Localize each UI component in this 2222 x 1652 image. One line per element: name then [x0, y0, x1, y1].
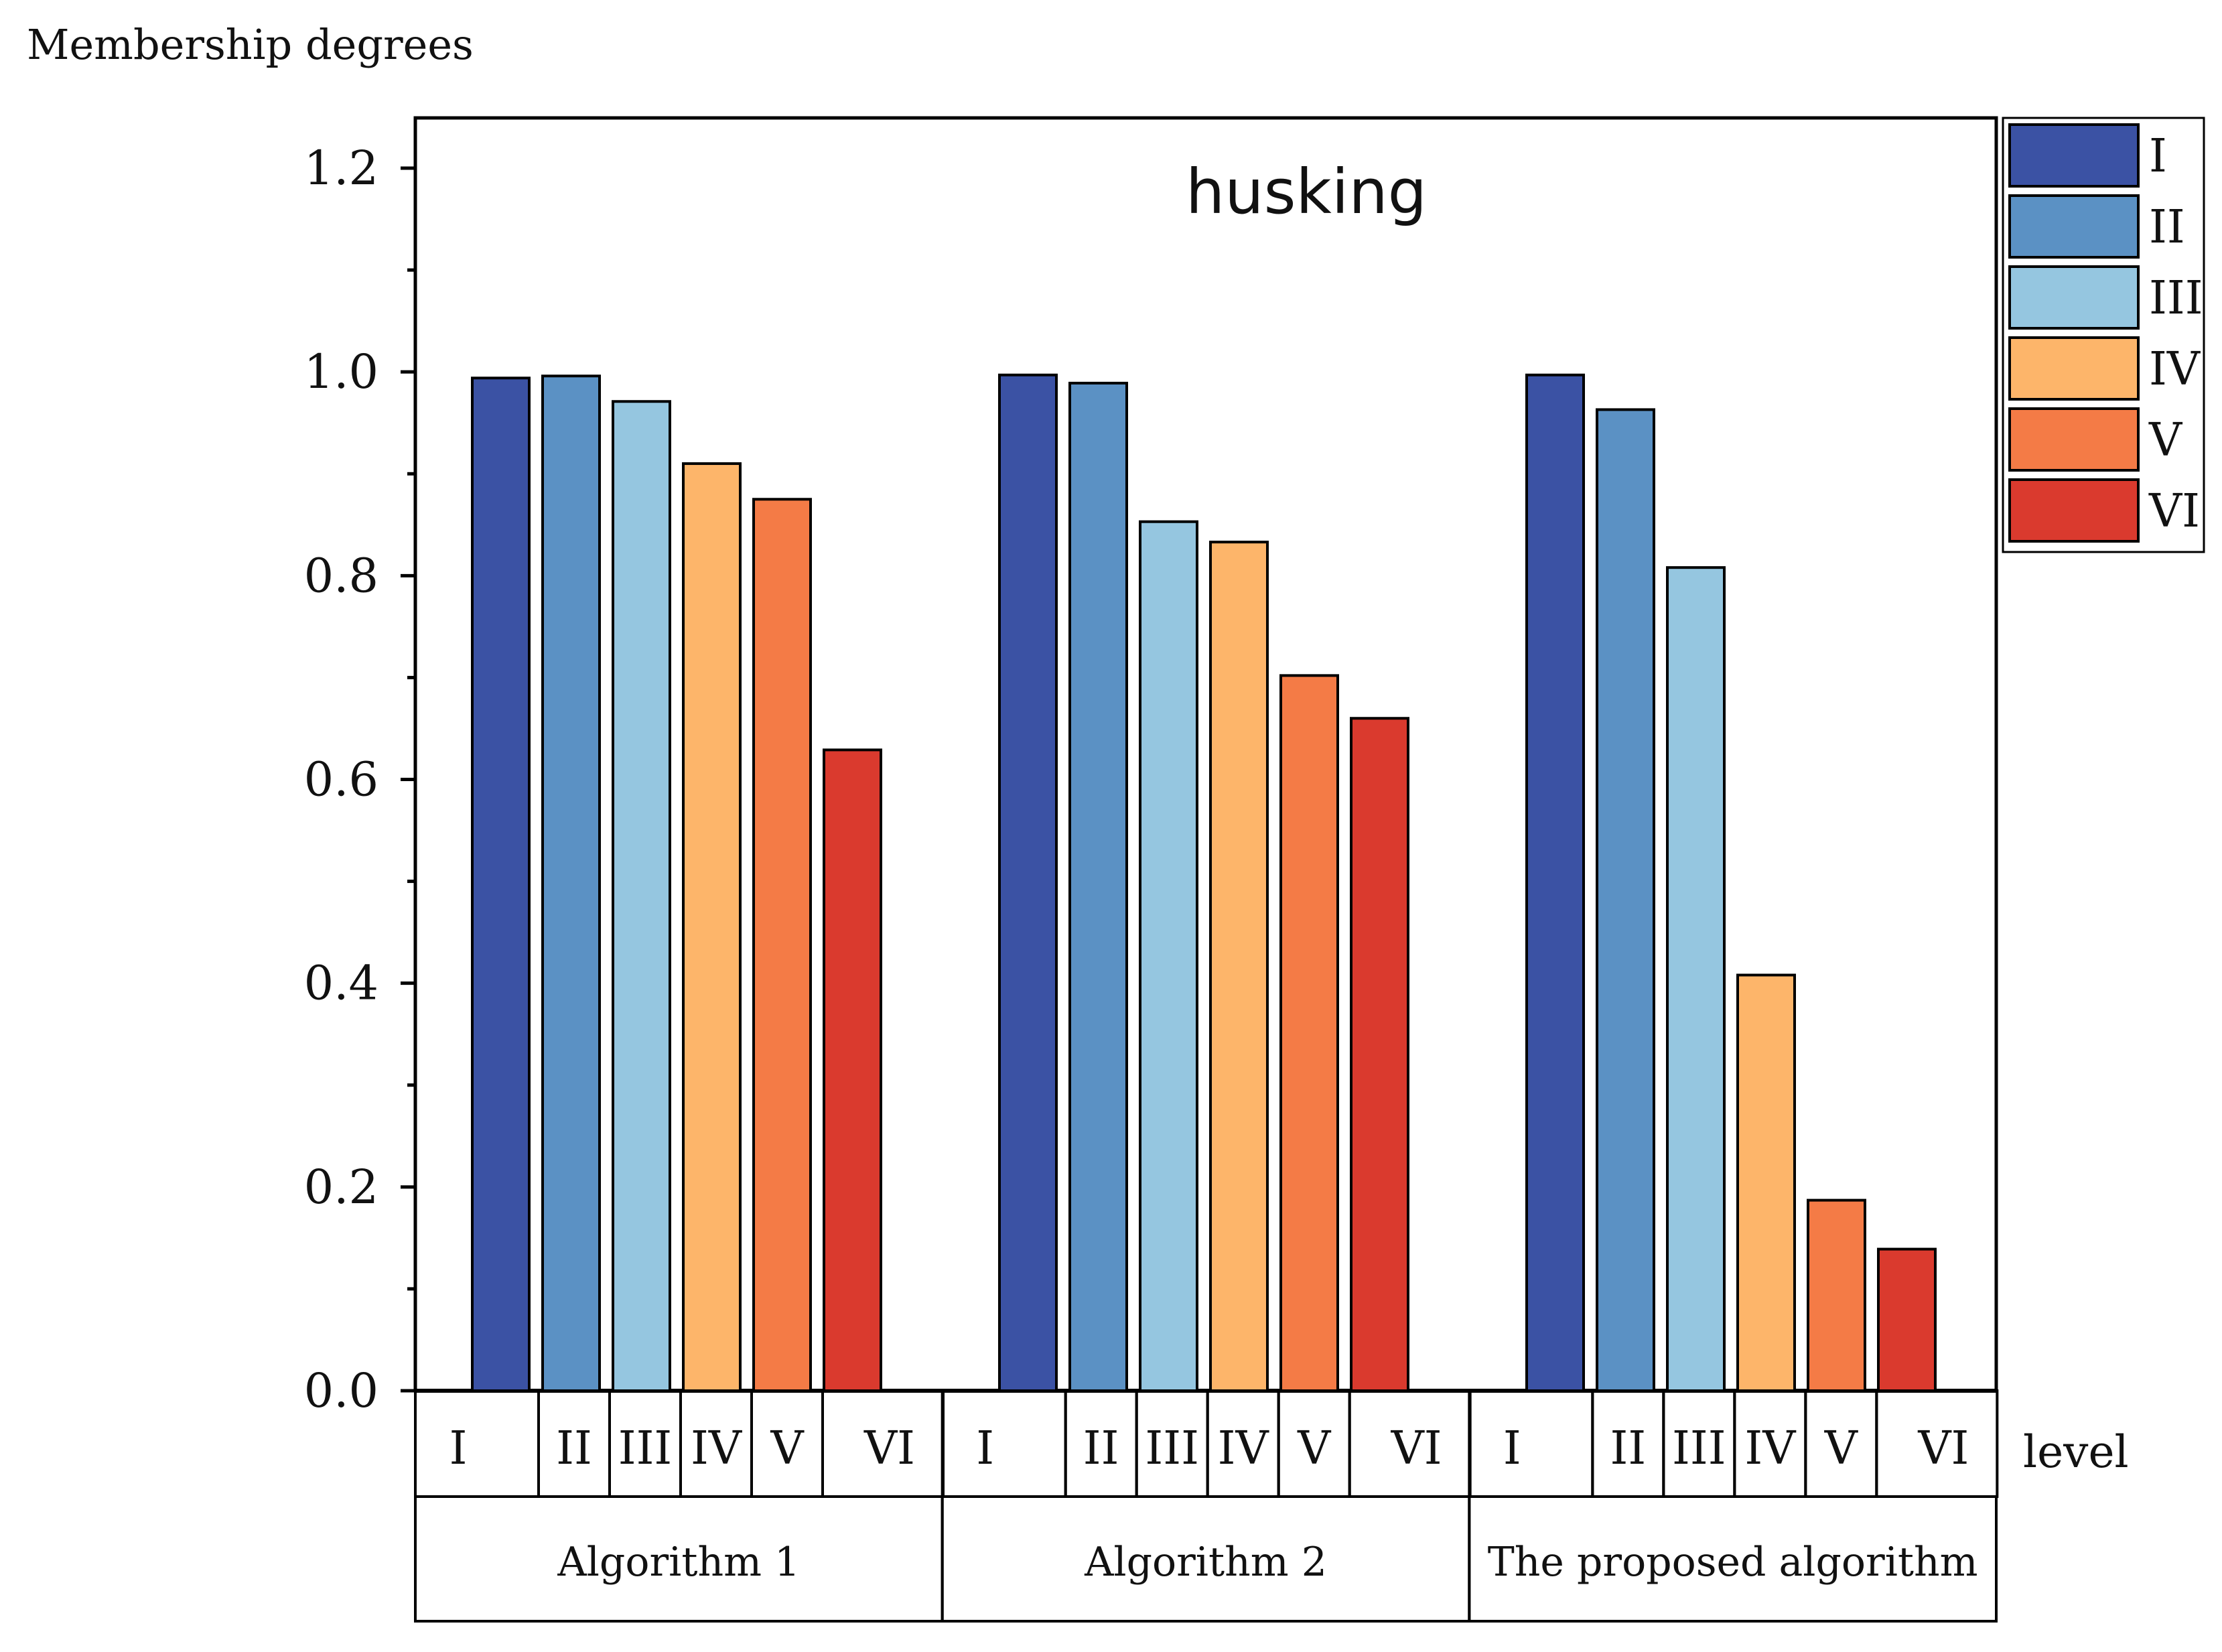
bar-algorithm-2-iv [1209, 541, 1269, 1392]
legend-label-vi: VI [2148, 485, 2200, 538]
x-group-label: Algorithm 2 [1084, 1539, 1327, 1586]
x-tick-label: VI [1917, 1422, 1969, 1475]
x-tick-label: V [770, 1422, 805, 1475]
bar-the-proposed-algorithm-ii [1596, 408, 1655, 1392]
x-category-cell [941, 1389, 1067, 1498]
legend-label-v: V [2148, 414, 2183, 467]
x-group-label: Algorithm 1 [557, 1539, 800, 1586]
x-tick-label: IV [691, 1422, 743, 1475]
bar-the-proposed-algorithm-vi [1877, 1247, 1937, 1392]
bars [471, 373, 1937, 1393]
y-tick-label: 0.8 [304, 548, 378, 603]
bar-algorithm-1-iv [682, 462, 742, 1393]
bar-the-proposed-algorithm-i [1525, 373, 1585, 1393]
legend-swatch-iii [2008, 265, 2140, 330]
legend-label-i: I [2149, 130, 2167, 183]
bar-the-proposed-algorithm-iv [1736, 973, 1796, 1392]
x-category-cell [1468, 1389, 1594, 1498]
x-group-label: The proposed algorithm [1488, 1539, 1978, 1586]
x-tick-label: III [1672, 1422, 1726, 1475]
x-tick-label: IV [1744, 1422, 1797, 1475]
bar-algorithm-2-ii [1068, 381, 1128, 1392]
y-tick-label: 1.0 [304, 344, 378, 399]
x-tick-label: II [1083, 1422, 1119, 1475]
x-tick-label: III [1145, 1422, 1199, 1475]
bar-algorithm-1-vi [823, 748, 882, 1393]
bar-algorithm-1-v [752, 498, 812, 1392]
legend-swatch-v [2008, 407, 2140, 472]
legend-swatch-vi [2008, 478, 2140, 543]
x-tick-label: VI [1391, 1422, 1442, 1475]
x-tick-label: V [1824, 1422, 1859, 1475]
x-group-cell [1468, 1495, 1998, 1623]
bar-the-proposed-algorithm-iii [1666, 566, 1726, 1393]
x-tick-label: VI [863, 1422, 915, 1475]
legend-swatch-ii [2008, 194, 2140, 259]
y-tick-label: 0.0 [304, 1363, 378, 1418]
x-tick-label: II [556, 1422, 592, 1475]
y-axis-label: Membership degrees [27, 20, 474, 69]
bar-algorithm-1-i [471, 376, 531, 1393]
y-tick-label: 1.2 [304, 141, 378, 196]
legend-swatch-i [2008, 123, 2140, 188]
bar-the-proposed-algorithm-v [1807, 1198, 1866, 1392]
bar-algorithm-2-vi [1350, 717, 1409, 1392]
legend-label-iii: III [2149, 272, 2203, 325]
chart-title: husking [1186, 156, 1427, 228]
x-tick-label: IV [1218, 1422, 1270, 1475]
bar-algorithm-2-i [998, 373, 1058, 1393]
bar-algorithm-1-ii [541, 374, 601, 1392]
legend-swatch-iv [2008, 336, 2140, 401]
x-tick-label: V [1297, 1422, 1332, 1475]
x-tick-label: III [618, 1422, 673, 1475]
bar-algorithm-2-v [1279, 674, 1339, 1392]
y-tick-label: 0.2 [304, 1160, 378, 1215]
bar-algorithm-2-iii [1139, 520, 1198, 1393]
x-tick-label: I [976, 1422, 994, 1475]
x-tick-label: II [1610, 1422, 1646, 1475]
y-tick-label: 0.6 [304, 752, 378, 807]
legend-label-iv: IV [2149, 343, 2201, 396]
bar-algorithm-1-iii [612, 400, 671, 1392]
x-tick-label: I [1503, 1422, 1521, 1475]
x-tick-label: I [449, 1422, 468, 1475]
y-axis: 0.0 0.2 0.4 0.6 0.8 1.0 1.2 [304, 141, 1996, 1418]
x-axis-label: level [2023, 1426, 2129, 1478]
legend-label-ii: II [2149, 201, 2185, 254]
x-category-cell [414, 1389, 540, 1498]
y-tick-label: 0.4 [304, 956, 378, 1011]
